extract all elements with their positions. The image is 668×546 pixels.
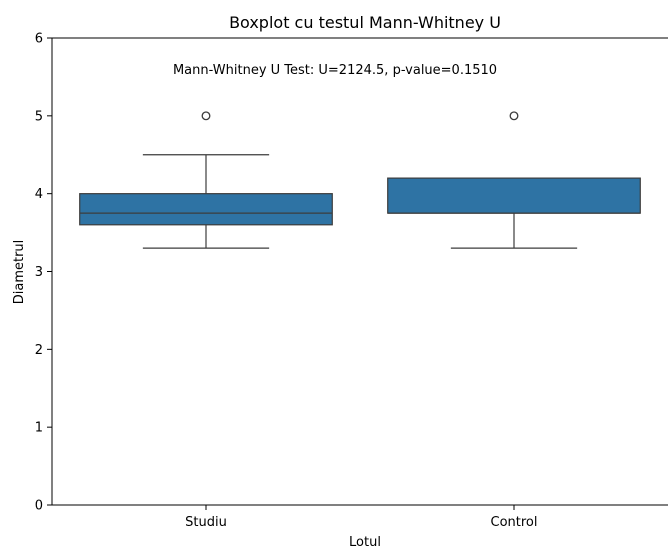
x-axis-label: Lotul [349, 535, 381, 546]
x-tick-label: Control [491, 515, 538, 530]
box-control [387, 177, 641, 214]
y-tick-label: 1 [35, 421, 43, 436]
y-tick-label: 2 [35, 343, 43, 358]
outlier-studiu [201, 111, 211, 121]
outlier-control [509, 111, 519, 121]
plot-area: 0 1 2 3 4 5 6 Studiu Control [35, 32, 668, 530]
y-tick-label: 4 [35, 187, 43, 202]
y-tick-label: 6 [35, 32, 43, 47]
y-tick-label: 5 [35, 109, 43, 124]
y-tick-label: 0 [35, 499, 43, 514]
box-studiu [79, 193, 333, 226]
y-tick-label: 3 [35, 265, 43, 280]
annotation-text: Mann-Whitney U Test: U=2124.5, p-value=0… [173, 63, 497, 78]
x-tick-label: Studiu [185, 515, 227, 530]
y-axis-label: Diametrul [12, 240, 27, 305]
chart-title: Boxplot cu testul Mann-Whitney U [229, 13, 501, 32]
